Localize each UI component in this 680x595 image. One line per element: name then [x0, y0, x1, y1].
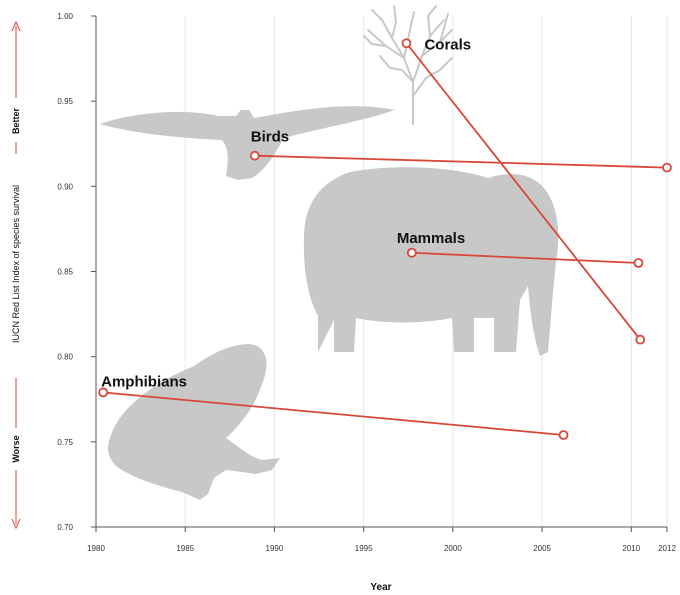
x-tick-label: 1995	[355, 544, 373, 553]
axes: 1980 1985 1990 1995 2000 2005 2010 2012 0.70 0.75…	[57, 12, 676, 553]
coral-icon	[363, 5, 453, 125]
series-line-mammals	[411, 251, 639, 264]
x-tick-label: 1990	[266, 544, 284, 553]
y-tick-label: 0.95	[57, 97, 73, 106]
worse-label: Worse	[11, 435, 21, 462]
series-line-birds	[254, 154, 668, 169]
series-point-mammals	[406, 247, 417, 258]
series-line-corals	[405, 42, 641, 341]
x-tick-label: 2005	[533, 544, 551, 553]
x-tick-label: 2000	[444, 544, 462, 553]
better-label: Better	[11, 108, 21, 135]
series-point-amphibians	[558, 430, 569, 440]
series-point-mammals	[633, 258, 644, 268]
series-point-birds	[662, 162, 672, 173]
y-axis-annotation: Better IUCN Red List Index of species su…	[11, 20, 21, 530]
series-point-amphibians	[98, 387, 109, 398]
series: Corals Birds Mammals Amphibians	[98, 36, 672, 440]
y-tick-label: 0.70	[57, 523, 73, 532]
series-label-mammals: Mammals	[397, 230, 465, 247]
y-tick-label: 0.90	[57, 182, 73, 191]
series-point-corals	[401, 38, 412, 49]
x-tick-label: 1985	[176, 544, 194, 553]
x-tick-label: 2010	[622, 544, 640, 553]
series-label-birds: Birds	[251, 129, 289, 146]
arrow-down-icon	[11, 518, 21, 530]
y-axis-title: IUCN Red List Index of species survival	[11, 185, 21, 343]
series-point-birds	[249, 150, 260, 161]
bird-icon	[100, 106, 395, 180]
y-tick-label: 0.75	[57, 438, 73, 447]
elephant-icon	[303, 167, 559, 356]
series-label-corals: Corals	[424, 36, 471, 53]
x-axis-title: Year	[370, 582, 391, 593]
arrow-up-icon	[11, 20, 21, 32]
series-label-amphibians: Amphibians	[101, 373, 187, 390]
y-tick-label: 1.00	[57, 12, 73, 21]
silhouettes	[100, 5, 559, 500]
x-tick-label: 1980	[87, 544, 105, 553]
series-line-amphibians	[103, 391, 564, 436]
y-tick-label: 0.85	[57, 268, 73, 277]
frog-icon	[108, 344, 280, 500]
x-tick-label: 2012	[658, 544, 676, 553]
series-point-corals	[635, 334, 646, 345]
y-tick-label: 0.80	[57, 353, 73, 362]
